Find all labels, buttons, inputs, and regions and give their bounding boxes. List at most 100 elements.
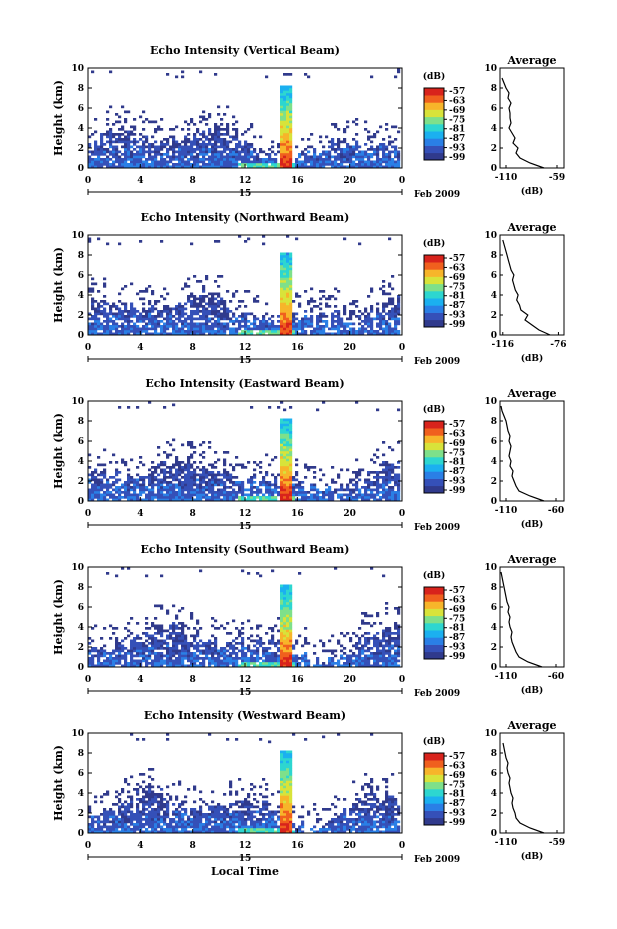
heatmap-cell	[397, 639, 401, 643]
heatmap-cell	[217, 158, 221, 161]
heatmap-cell	[280, 158, 284, 161]
heatmap-cell	[133, 498, 137, 502]
heatmap-cell	[211, 476, 215, 479]
heatmap-cell	[394, 307, 398, 311]
heatmap-cell	[217, 295, 221, 298]
heatmap-cell	[355, 145, 359, 149]
heatmap-cell	[382, 639, 386, 643]
heatmap-cell	[289, 265, 293, 268]
heatmap-cell	[331, 143, 335, 146]
heatmap-cell	[379, 325, 383, 328]
heatmap-cell	[124, 317, 128, 321]
heatmap-cell	[220, 652, 224, 655]
heatmap-cell	[187, 468, 191, 472]
heatmap-cell	[136, 330, 140, 333]
heatmap-cell	[271, 664, 275, 668]
heatmap-cell	[301, 488, 305, 492]
heatmap-cell	[262, 649, 266, 653]
heatmap-cell	[247, 488, 251, 492]
heatmap-cell	[181, 654, 185, 658]
heatmap-cell	[163, 138, 167, 141]
heatmap-cell	[355, 148, 359, 151]
heatmap-cell	[289, 252, 293, 256]
heatmap-cell	[163, 287, 167, 291]
heatmap-cell	[106, 488, 110, 492]
heatmap-cell	[355, 140, 359, 144]
heatmap-cell	[160, 488, 164, 492]
heatmap-cell	[145, 486, 149, 489]
heatmap-cell	[328, 140, 332, 144]
heatmap-cell	[199, 664, 203, 668]
heatmap-cell	[265, 659, 269, 663]
heatmap-cell	[304, 322, 308, 326]
heatmap-cell	[241, 148, 245, 151]
heatmap-cell	[373, 332, 377, 336]
heatmap-cell	[127, 153, 131, 156]
heatmap-cell	[103, 320, 107, 323]
heatmap-cell	[295, 165, 299, 169]
heatmap-cell	[364, 642, 368, 645]
colorbar-label: -81	[449, 292, 465, 302]
heatmap-cell	[280, 466, 284, 469]
heatmap-cell	[256, 627, 260, 630]
heatmap-cell	[340, 325, 344, 328]
heatmap-cell	[163, 297, 167, 301]
heatmap-cell	[301, 160, 305, 164]
heatmap-cell	[199, 491, 203, 494]
heatmap-cell	[316, 320, 320, 323]
heatmap-cell	[199, 478, 203, 482]
heatmap-cell	[157, 325, 161, 328]
y-tick-label: 8	[78, 417, 84, 427]
heatmap-cell	[109, 664, 113, 668]
heatmap-cell	[394, 473, 398, 477]
heatmap-cell	[112, 815, 116, 819]
heatmap-cell	[106, 242, 110, 246]
heatmap-cell	[202, 476, 206, 479]
heatmap-cell	[388, 446, 392, 449]
heatmap-cell	[103, 664, 107, 668]
heatmap-cell	[286, 73, 290, 76]
heatmap-cell	[226, 478, 230, 482]
heatmap-cell	[229, 476, 233, 479]
heatmap-cell	[118, 330, 122, 333]
heatmap-cell	[202, 496, 206, 499]
heatmap-cell	[91, 473, 95, 477]
heatmap-cell	[295, 486, 299, 489]
heatmap-cell	[271, 569, 275, 573]
heatmap-cell	[295, 312, 299, 316]
heatmap-cell	[112, 302, 116, 306]
heatmap-cell	[292, 332, 296, 336]
heatmap-cell	[106, 158, 110, 161]
heatmap-cell	[388, 466, 392, 469]
heatmap-cell	[229, 493, 233, 497]
heatmap-cell	[391, 468, 395, 472]
heatmap-cell	[202, 300, 206, 303]
heatmap-cell	[394, 138, 398, 141]
heatmap-cell	[283, 428, 287, 432]
heatmap-cell	[388, 302, 392, 306]
heatmap-cell	[229, 310, 233, 313]
heatmap-cell	[283, 493, 287, 497]
heatmap-cell	[376, 644, 380, 648]
heatmap-cell	[289, 257, 293, 261]
heatmap-cell	[283, 272, 287, 276]
heatmap-cell	[220, 624, 224, 628]
heatmap-cell	[178, 302, 182, 306]
heatmap-cell	[226, 476, 230, 479]
heatmap-cell	[277, 654, 281, 658]
heatmap-cell	[376, 664, 380, 668]
heatmap-cell	[283, 662, 287, 665]
heatmap-cell	[130, 315, 134, 318]
heatmap-cell	[112, 662, 116, 665]
heatmap-cell	[283, 637, 287, 640]
heatmap-cell	[157, 662, 161, 665]
profile-frame	[499, 234, 565, 336]
heatmap-cell	[103, 830, 107, 834]
heatmap-cell	[262, 163, 266, 166]
heatmap-cell	[376, 332, 380, 336]
heatmap-cell	[250, 143, 254, 146]
heatmap-cell	[145, 150, 149, 154]
heatmap-cell	[160, 632, 164, 635]
heatmap-cell	[148, 491, 152, 494]
heatmap-cell	[337, 325, 341, 328]
